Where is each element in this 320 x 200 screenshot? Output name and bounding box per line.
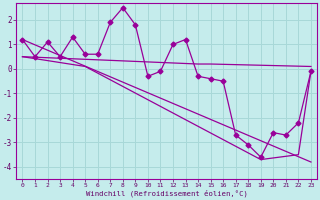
X-axis label: Windchill (Refroidissement éolien,°C): Windchill (Refroidissement éolien,°C) xyxy=(86,190,248,197)
